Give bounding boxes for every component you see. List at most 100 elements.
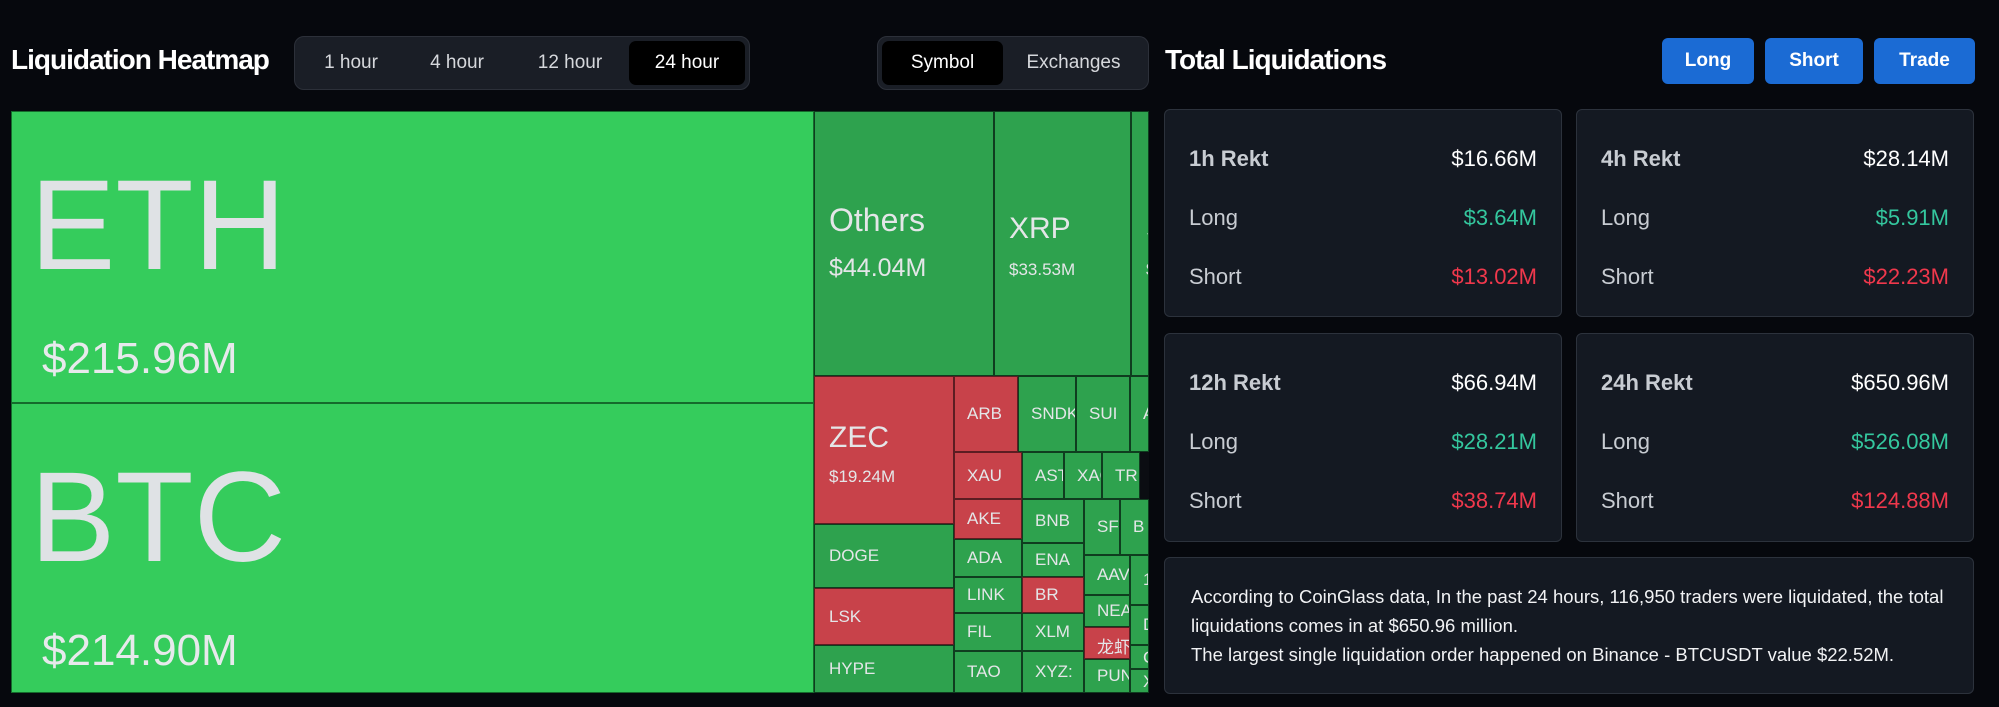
tile-symbol: SUI [1089, 404, 1118, 423]
tile-symbol: ARB [967, 404, 1002, 423]
heatmap-tile-bnb[interactable]: BNB [1022, 499, 1084, 543]
tile-symbol: TAO [967, 662, 1001, 681]
tab-12-hour[interactable]: 12 hour [537, 52, 603, 73]
heatmap-tile-tao[interactable]: TAO [954, 651, 1022, 693]
tab-4-hour[interactable]: 4 hour [430, 52, 484, 73]
heatmap-tile-dc[interactable]: DC [1130, 605, 1149, 645]
heatmap-tile-eth[interactable]: ETH $215.96M [11, 111, 814, 403]
heatmap-tile-nea[interactable]: NEA [1084, 595, 1130, 627]
summary-text: According to CoinGlass data, In the past… [1191, 586, 1944, 636]
heatmap-tile-hype[interactable]: HYPE [814, 645, 954, 693]
heatmap-tile-ada[interactable]: ADA [954, 539, 1022, 577]
long-label: Long [1601, 429, 1650, 454]
heatmap-tile-tr[interactable]: TR [1102, 452, 1140, 499]
tile-symbol: XYZ: [1035, 662, 1073, 681]
tile-value: $33.53M [1009, 260, 1076, 279]
liquidation-treemap: ETH $215.96M BTC $214.90M Others $44.04M XRP $3… [11, 111, 1149, 693]
heatmap-tile-xlm[interactable]: XLM [1022, 613, 1084, 651]
total-liquidations-title: Total Liquidations [1165, 44, 1387, 75]
heatmap-tile-btc[interactable]: BTC $214.90M [11, 403, 814, 693]
heatmap-tile-xrp[interactable]: XRP $33.53M [994, 111, 1131, 376]
tile-symbol: NEA [1097, 601, 1130, 620]
heatmap-tile-cr[interactable]: CR [1130, 645, 1149, 669]
rekt-card-12h: 12h Rekt $66.94M Long $28.21M Short $38.74M [1164, 333, 1562, 542]
rekt-total-value: $16.66M [1451, 146, 1537, 171]
tile-symbol: ENA [1035, 550, 1070, 569]
tile-symbol: XY [1143, 672, 1148, 692]
heatmap-tile-ena[interactable]: ENA [1022, 543, 1084, 577]
heatmap-tile-sndk[interactable]: SNDK [1018, 376, 1076, 452]
tile-symbol: PUN [1097, 666, 1130, 685]
heatmap-tile-pun[interactable]: PUN [1084, 659, 1130, 693]
tile-symbol: HYPE [829, 659, 876, 678]
tile-symbol: ADA [967, 548, 1002, 567]
heatmap-tile-ake[interactable]: AKE [954, 499, 1022, 539]
trade-button[interactable]: Trade [1874, 38, 1975, 84]
rekt-card-title: 1h Rekt [1189, 146, 1269, 171]
heatmap-tile-fil[interactable]: FIL [954, 613, 1022, 651]
liquidation-summary: According to CoinGlass data, In the past… [1164, 557, 1974, 694]
long-value: $526.08M [1851, 429, 1949, 454]
heatmap-tile-[interactable]: 龙虾 [1084, 627, 1130, 659]
tile-symbol: DC [1143, 615, 1148, 635]
rekt-total-value: $650.96M [1851, 370, 1949, 395]
tile-symbol: B [1133, 517, 1145, 536]
heatmap-tile-1[interactable]: 1 [1130, 555, 1149, 605]
group-by-tabs: Symbol Exchanges [877, 36, 1149, 90]
tile-symbol: SF [1097, 517, 1119, 536]
rekt-card-title: 4h Rekt [1601, 146, 1681, 171]
tile-symbol: SNDK [1031, 404, 1076, 423]
heatmap-tile-sui[interactable]: SUI [1076, 376, 1130, 452]
short-value: $124.88M [1851, 488, 1949, 513]
heatmap-tile-b[interactable]: B [1120, 499, 1149, 555]
tile-symbol: XAG [1077, 466, 1101, 485]
heatmap-tile-xyz[interactable]: XYZ: [1022, 651, 1084, 693]
heatmap-tile-xau[interactable]: XAU [954, 452, 1022, 499]
heatmap-title: Liquidation Heatmap [11, 44, 270, 75]
tab-exchanges[interactable]: Exchanges [1026, 52, 1121, 73]
long-label: Long [1189, 429, 1238, 454]
tile-symbol: BR [1035, 585, 1059, 604]
tile-symbol: ZEC [829, 421, 889, 454]
tile-value: $214.90M [42, 626, 238, 675]
tile-value: $215.96M [42, 334, 238, 383]
heatmap-tile-zec[interactable]: ZEC $19.24M [814, 376, 954, 524]
short-button[interactable]: Short [1765, 38, 1863, 84]
rekt-card-24h: 24h Rekt $650.96M Long $526.08M Short $124.… [1576, 333, 1974, 542]
rekt-card-1h: 1h Rekt $16.66M Long $3.64M Short $13.02M [1164, 109, 1562, 317]
long-value: $3.64M [1463, 205, 1537, 230]
heatmap-tile-sf[interactable]: SF [1084, 499, 1120, 555]
tile-symbol: AAV [1097, 565, 1130, 584]
heatmap-tile-doge[interactable]: DOGE [814, 524, 954, 588]
short-value: $22.23M [1863, 264, 1949, 289]
heatmap-tile-arb[interactable]: ARB [954, 376, 1018, 452]
tab-24-hour[interactable]: 24 hour [629, 41, 745, 85]
heatmap-tile-ast[interactable]: AST [1022, 452, 1064, 499]
tile-symbol: LSK [829, 607, 862, 626]
tile-value: $44.04M [829, 254, 927, 282]
heatmap-tile-br[interactable]: BR [1022, 577, 1084, 613]
heatmap-tile-link[interactable]: LINK [954, 577, 1022, 613]
rekt-card-title: 24h Rekt [1601, 370, 1693, 395]
heatmap-tile-s[interactable]: S$ [1131, 111, 1149, 376]
tile-symbol: ETH [30, 154, 286, 297]
tile-symbol: XRP [1009, 212, 1071, 245]
long-button[interactable]: Long [1662, 38, 1754, 84]
tile-symbol: FIL [967, 622, 992, 641]
rekt-card-4h: 4h Rekt $28.14M Long $5.91M Short $22.23M [1576, 109, 1974, 317]
tile-symbol: BTC [30, 446, 286, 589]
tile-symbol: XLM [1035, 622, 1070, 641]
heatmap-tile-others[interactable]: Others $44.04M [814, 111, 994, 376]
short-label: Short [1601, 488, 1654, 513]
tab-1-hour[interactable]: 1 hour [324, 52, 378, 73]
largest-order-text: The largest single liquidation order hap… [1191, 644, 1895, 665]
tab-symbol[interactable]: Symbol [882, 41, 1003, 85]
rekt-card-title: 12h Rekt [1189, 370, 1281, 395]
heatmap-tile-lsk[interactable]: LSK [814, 588, 954, 645]
tile-symbol: S [1146, 212, 1148, 246]
heatmap-tile-xag[interactable]: XAG [1064, 452, 1102, 499]
heatmap-tile-aav[interactable]: AAV [1084, 555, 1130, 595]
heatmap-tile-xy[interactable]: XY [1130, 669, 1149, 693]
tile-symbol: 1 [1143, 570, 1148, 590]
heatmap-tile-a[interactable]: A [1130, 376, 1149, 452]
